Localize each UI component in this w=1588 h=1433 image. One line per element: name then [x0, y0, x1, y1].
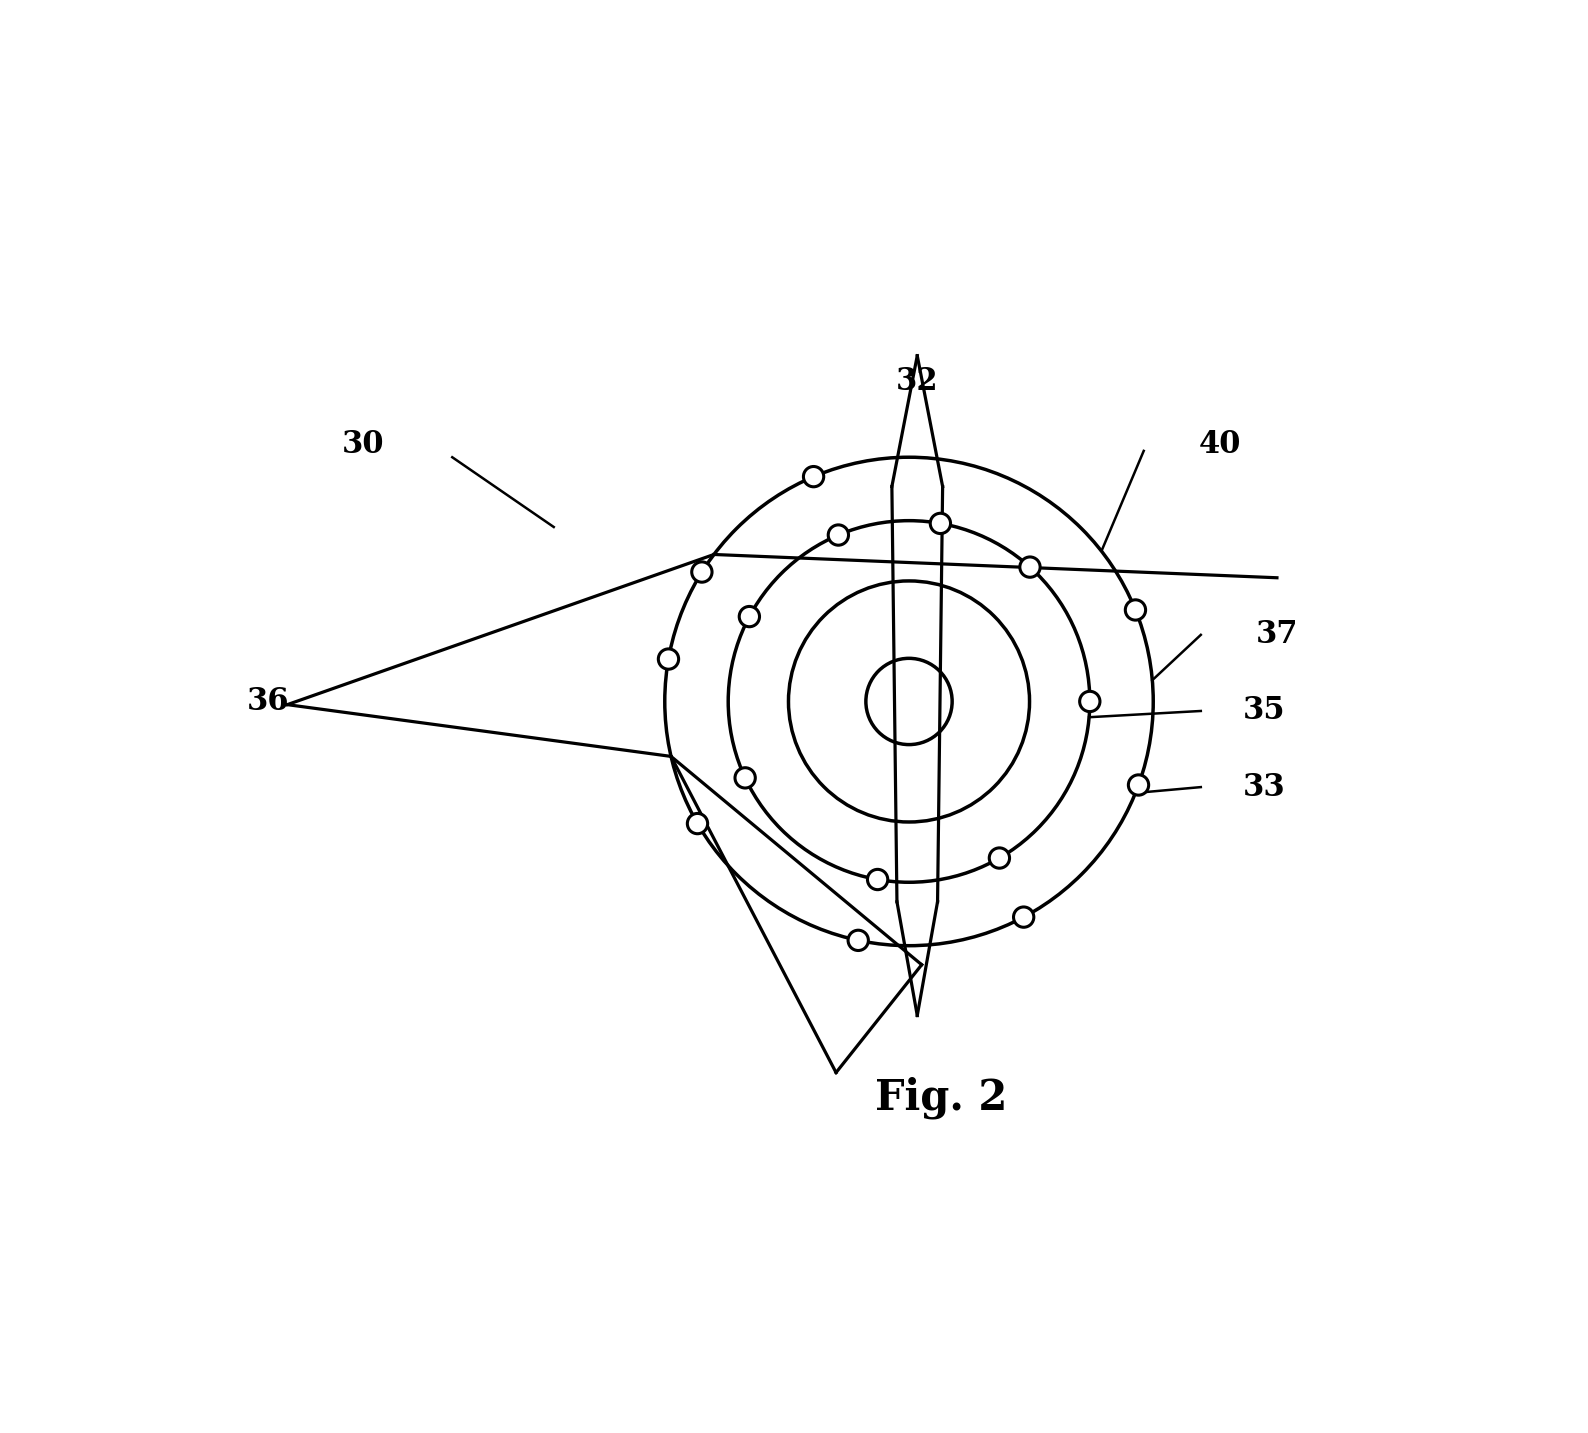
- Text: 32: 32: [896, 365, 939, 397]
- Circle shape: [1080, 691, 1100, 712]
- Circle shape: [659, 649, 678, 669]
- Text: 33: 33: [1243, 771, 1286, 802]
- Circle shape: [867, 870, 888, 890]
- Circle shape: [688, 814, 708, 834]
- Text: 36: 36: [248, 686, 289, 716]
- Circle shape: [829, 524, 848, 545]
- Circle shape: [692, 562, 711, 582]
- Circle shape: [989, 848, 1010, 868]
- Circle shape: [1126, 600, 1145, 620]
- Text: 30: 30: [341, 428, 384, 460]
- Circle shape: [740, 606, 759, 626]
- Circle shape: [1129, 775, 1148, 795]
- Circle shape: [1013, 907, 1034, 927]
- Text: 37: 37: [1256, 619, 1299, 651]
- Circle shape: [804, 467, 824, 487]
- Circle shape: [1019, 557, 1040, 577]
- Circle shape: [848, 930, 869, 950]
- Circle shape: [735, 768, 756, 788]
- Text: Fig. 2: Fig. 2: [875, 1076, 1007, 1119]
- Text: 35: 35: [1243, 695, 1286, 727]
- Circle shape: [931, 513, 951, 533]
- Text: 40: 40: [1199, 428, 1242, 460]
